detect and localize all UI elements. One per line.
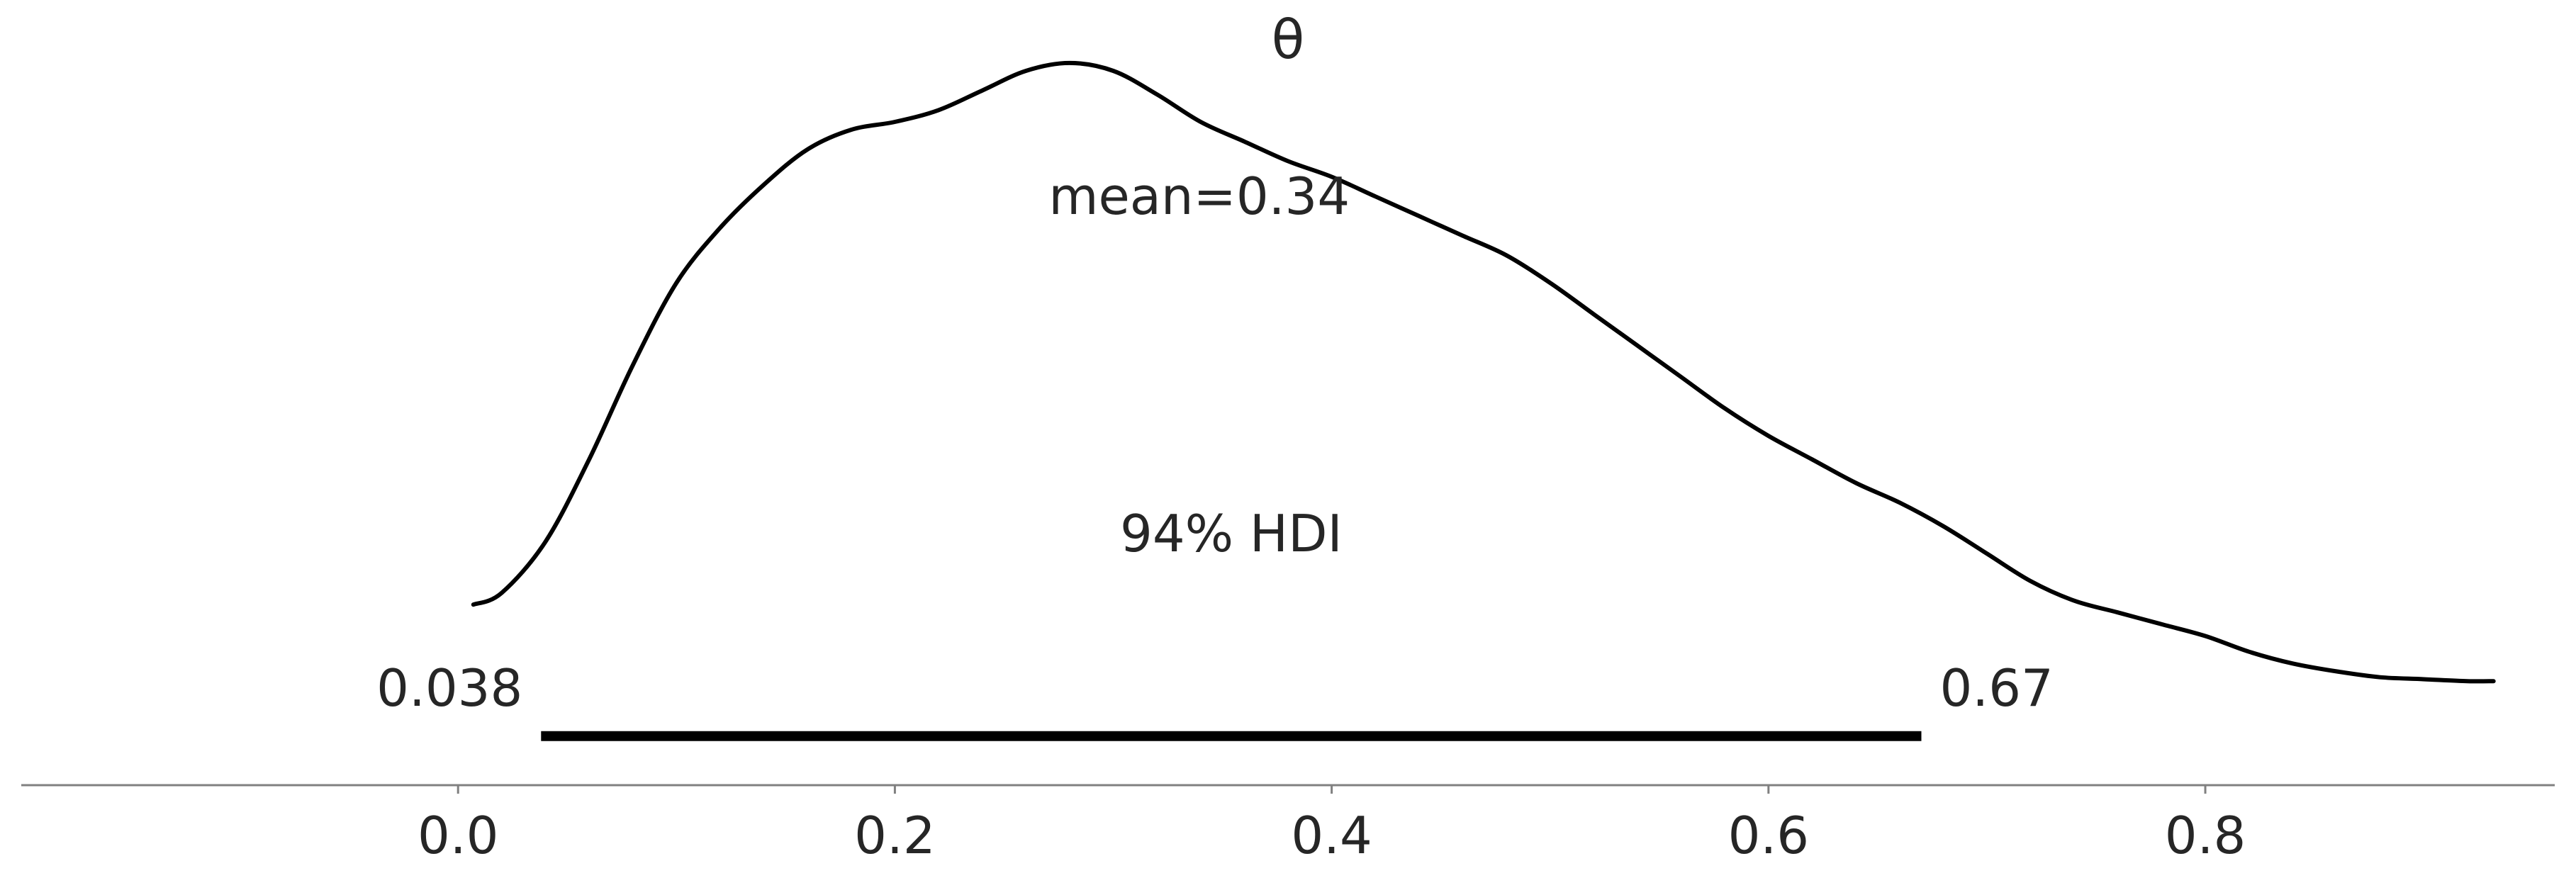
hdi-high-label: 0.67 (1940, 658, 2054, 718)
hdi-label: 94% HDI (1120, 504, 1343, 563)
x-tick-label: 0.2 (854, 806, 936, 865)
mean-label: mean=0.34 (1048, 167, 1350, 226)
x-axis-ticks: 0.0 0.2 0.4 0.6 0.8 (418, 785, 2246, 865)
x-tick-label: 0.0 (418, 806, 499, 865)
x-tick-label: 0.6 (1728, 806, 1810, 865)
hdi-low-label: 0.038 (376, 658, 522, 718)
x-tick-label: 0.8 (2165, 806, 2246, 865)
density-curve (471, 60, 2496, 684)
x-tick-label: 0.4 (1291, 806, 1372, 865)
chart-title: θ (1272, 8, 1305, 71)
